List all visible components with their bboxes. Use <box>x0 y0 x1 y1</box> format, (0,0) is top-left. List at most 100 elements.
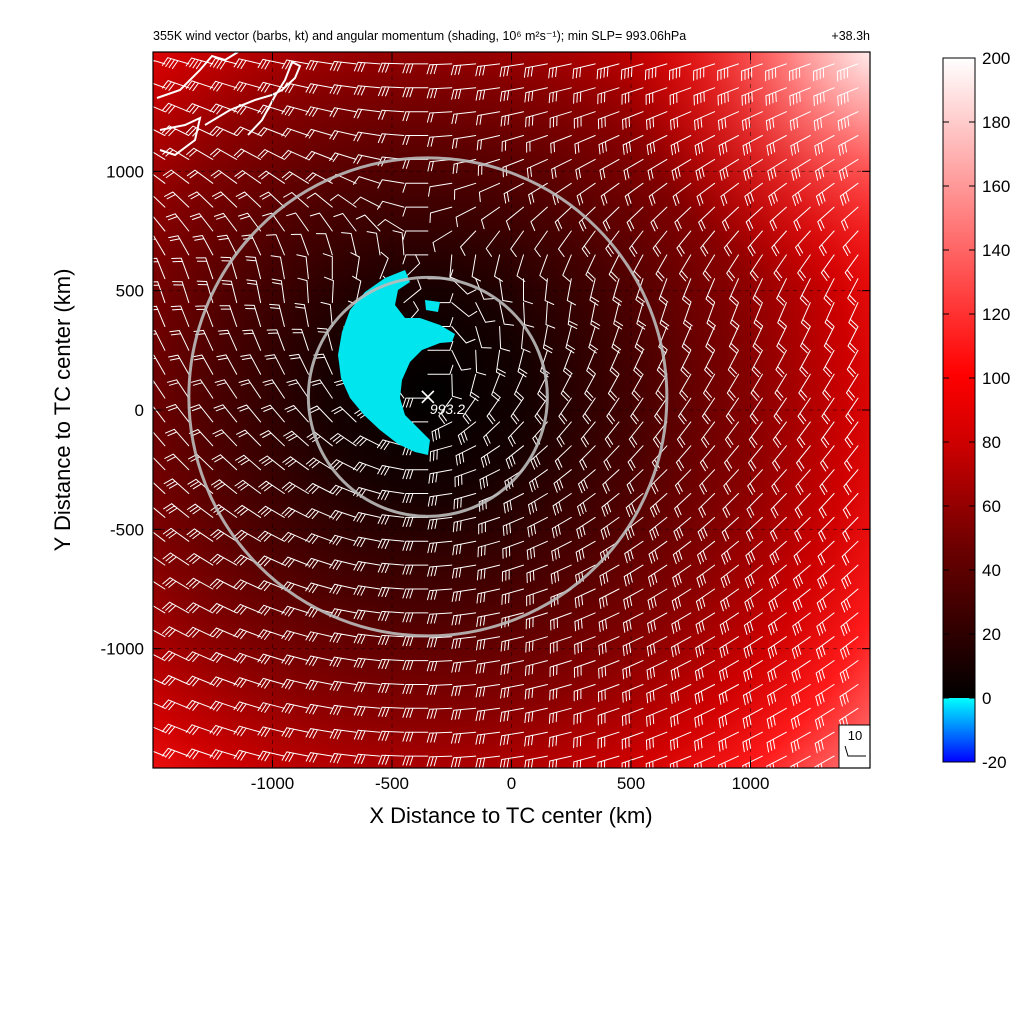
wind-barb <box>186 528 214 542</box>
wind-barb <box>597 755 620 768</box>
wind-barb <box>609 349 620 378</box>
wind-barb <box>427 540 453 554</box>
wind-barb <box>528 493 548 515</box>
wind-barb <box>305 60 333 71</box>
wind-barb <box>491 373 501 402</box>
wind-barb <box>771 469 787 495</box>
wind-barb <box>353 609 381 620</box>
wind-barb <box>161 650 190 662</box>
wind-barb <box>770 493 787 519</box>
wind-barb <box>451 731 477 744</box>
wind-barb <box>748 421 763 448</box>
wind-barb <box>402 469 429 480</box>
wind-barb <box>236 429 262 447</box>
colorbar-tick-label: 20 <box>982 625 1001 644</box>
wind-barb <box>211 454 238 471</box>
wind-barb <box>655 254 668 282</box>
wind-barb <box>480 445 501 468</box>
wind-barb <box>524 684 548 700</box>
wind-barb <box>455 206 477 228</box>
wind-barb <box>188 191 214 208</box>
wind-barb <box>650 206 668 232</box>
wind-barb <box>821 397 835 425</box>
wind-barb <box>475 731 501 745</box>
wind-barb <box>310 379 333 399</box>
wind-barb <box>350 252 360 280</box>
wind-barb <box>749 397 763 425</box>
wind-barb <box>366 231 381 256</box>
wind-barb <box>525 636 548 653</box>
wind-barb <box>647 588 668 611</box>
wind-barb <box>329 680 357 692</box>
wind-barb <box>297 277 309 304</box>
wind-barb <box>635 278 646 306</box>
wind-barb <box>791 636 811 659</box>
wind-barb <box>306 192 333 208</box>
wind-barb <box>281 581 309 593</box>
wind-barb <box>529 469 548 493</box>
wind-barb <box>726 373 739 401</box>
wind-barb <box>523 63 548 78</box>
wind-barb <box>476 135 501 151</box>
wind-barb <box>719 158 739 181</box>
wind-barb <box>748 445 763 472</box>
wind-barb <box>645 87 668 105</box>
wind-barb <box>551 540 572 562</box>
wind-barb <box>842 230 859 256</box>
wind-barb <box>815 158 835 181</box>
wind-barb <box>573 660 596 678</box>
wind-barb <box>281 654 309 666</box>
wind-barb <box>162 626 190 638</box>
wind-barb <box>724 421 739 448</box>
wind-barb <box>233 81 262 93</box>
wind-barb <box>672 564 692 588</box>
wind-barb <box>161 57 190 69</box>
wind-barb <box>534 397 548 425</box>
wind-barb <box>819 469 835 495</box>
wind-barb <box>839 182 859 206</box>
wind-barb <box>574 135 596 155</box>
wind-barb <box>402 684 429 694</box>
wind-barb <box>573 684 596 702</box>
wind-barb <box>719 660 739 682</box>
wind-barb <box>403 279 422 304</box>
wind-barb <box>791 660 811 683</box>
wind-barb <box>453 493 477 510</box>
wind-barb <box>524 660 548 677</box>
wind-barb <box>645 755 668 768</box>
wind-barb <box>695 636 716 658</box>
wind-barb <box>752 326 763 354</box>
wind-barb <box>548 63 572 79</box>
wind-barb <box>799 349 811 378</box>
wind-barb <box>576 516 596 539</box>
wind-barb <box>847 278 859 306</box>
wind-barb <box>694 111 716 131</box>
wind-barb <box>353 729 381 741</box>
wind-barb <box>211 479 238 494</box>
wind-barb <box>674 493 692 518</box>
wind-barb <box>767 684 787 706</box>
wind-barb <box>500 660 524 676</box>
wind-barb <box>500 636 524 652</box>
wind-barb <box>845 397 859 425</box>
wind-barb <box>676 421 692 448</box>
wind-barb <box>768 564 787 589</box>
wind-barb <box>549 111 572 129</box>
wind-barb <box>330 194 357 208</box>
wind-barb <box>646 684 668 704</box>
wind-barb <box>233 148 262 160</box>
wind-barb <box>451 612 477 626</box>
wind-barb <box>749 254 763 282</box>
wind-barb <box>698 206 716 232</box>
wind-barb <box>329 632 357 643</box>
wind-barb <box>599 540 620 563</box>
wind-barb <box>601 493 620 517</box>
wind-barb <box>281 605 309 617</box>
wind-barb <box>377 109 405 120</box>
colorbar-tick-label: 180 <box>982 113 1010 132</box>
wind-barb <box>574 588 596 609</box>
wind-barb <box>526 564 548 584</box>
wind-barb <box>789 63 811 82</box>
wind-barb <box>768 182 787 206</box>
wind-barb <box>526 158 548 179</box>
